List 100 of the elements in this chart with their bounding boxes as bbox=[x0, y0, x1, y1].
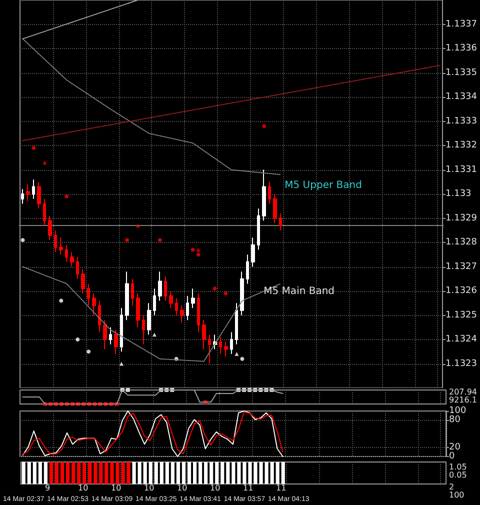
y-tick-label: 20 bbox=[449, 442, 461, 452]
candlestick bbox=[48, 215, 52, 241]
candlestick bbox=[70, 252, 74, 268]
candlestick bbox=[208, 334, 211, 364]
candlestick bbox=[136, 292, 140, 328]
y-tick-label: 1.1329 bbox=[446, 213, 478, 224]
point bbox=[32, 146, 36, 150]
point bbox=[234, 352, 239, 356]
y-tick-label: 1.1326 bbox=[446, 286, 478, 296]
y-tick-label: 1.1323 bbox=[446, 358, 478, 369]
point bbox=[212, 286, 217, 291]
candlestick bbox=[103, 320, 107, 350]
candlestick bbox=[32, 178, 35, 200]
candlestick bbox=[197, 292, 200, 333]
y-tick-label: 1.1325 bbox=[446, 310, 478, 320]
candlestick bbox=[87, 283, 90, 306]
candlestick bbox=[43, 198, 46, 226]
point bbox=[20, 238, 25, 242]
annotation: 10 bbox=[144, 484, 154, 492]
point bbox=[136, 224, 140, 228]
line-series bbox=[22, 266, 282, 362]
y-tick-label: 1.1331 bbox=[446, 164, 478, 175]
point bbox=[190, 248, 195, 252]
y-tick-label: 1.1327 bbox=[446, 262, 478, 272]
candlestick bbox=[26, 184, 30, 202]
candlestick bbox=[191, 288, 195, 308]
candlestick bbox=[147, 302, 151, 336]
series-label: M5 Main Band bbox=[264, 286, 335, 298]
y-tick-label: 1.1333 bbox=[446, 116, 478, 126]
candlestick bbox=[142, 314, 145, 345]
annotation: 10 bbox=[111, 484, 122, 492]
y-tick-label: 1.1332 bbox=[446, 140, 478, 150]
point bbox=[158, 238, 162, 242]
point bbox=[64, 194, 69, 198]
text: 207.94 bbox=[449, 388, 477, 396]
point bbox=[120, 362, 124, 366]
candlestick bbox=[76, 256, 79, 280]
candlestick bbox=[153, 288, 156, 316]
y-tick-label: 1.1328 bbox=[446, 238, 478, 248]
candlestick bbox=[81, 268, 85, 294]
point bbox=[125, 238, 129, 242]
point bbox=[240, 356, 244, 361]
candlestick bbox=[65, 244, 68, 262]
candlestick bbox=[98, 300, 101, 333]
y-tick-label: 100 bbox=[449, 406, 466, 416]
candlestick bbox=[279, 212, 282, 231]
candlestick bbox=[175, 298, 178, 316]
annotation: 10 bbox=[210, 484, 220, 492]
series-label: M5 Upper Band bbox=[284, 180, 362, 192]
y-tick-label: 0 bbox=[449, 452, 455, 462]
candlestick bbox=[262, 169, 266, 222]
candlestick bbox=[37, 181, 41, 210]
point bbox=[196, 252, 200, 257]
candlestick bbox=[251, 237, 255, 268]
candlestick bbox=[59, 237, 63, 256]
y-tick-label: 80 bbox=[449, 415, 461, 426]
y-tick-label: 1.1336 bbox=[446, 44, 478, 54]
candlestick bbox=[268, 181, 271, 204]
point bbox=[196, 248, 200, 252]
annotation: 9 bbox=[45, 484, 50, 492]
candlestick bbox=[235, 302, 238, 345]
y-tick-label: 1.1335 bbox=[446, 68, 478, 78]
candlestick bbox=[92, 292, 96, 316]
candlestick bbox=[180, 305, 184, 324]
candlestick bbox=[131, 278, 134, 306]
text: 0.05 bbox=[449, 470, 467, 480]
y-tick-label: 1.1334 bbox=[446, 92, 478, 102]
annotation: 10 bbox=[177, 484, 188, 492]
annotation: 11 bbox=[276, 484, 286, 492]
y-tick-label: 1.1324 bbox=[446, 334, 478, 344]
candlestick bbox=[125, 271, 129, 321]
text: 9216.1 bbox=[449, 396, 477, 404]
line-series bbox=[22, 38, 282, 176]
candlestick bbox=[224, 341, 228, 357]
candlestick bbox=[158, 271, 162, 302]
text: 2 bbox=[449, 482, 454, 492]
candlestick bbox=[202, 320, 206, 350]
candlestick bbox=[219, 336, 222, 355]
candlestick bbox=[186, 295, 189, 321]
candlestick bbox=[120, 307, 123, 352]
candlestick bbox=[114, 329, 118, 355]
point bbox=[76, 338, 80, 342]
point bbox=[59, 298, 64, 303]
candlestick bbox=[169, 290, 173, 308]
candlestick bbox=[54, 230, 57, 253]
point bbox=[224, 291, 228, 296]
candlestick bbox=[109, 326, 112, 345]
point bbox=[42, 160, 47, 164]
annotation: 11 bbox=[243, 484, 254, 492]
y-tick-label: 1.133 bbox=[446, 189, 472, 199]
candlestick bbox=[246, 254, 249, 284]
candlestick bbox=[230, 332, 233, 355]
candlestick bbox=[273, 194, 277, 224]
point bbox=[262, 124, 266, 128]
point bbox=[86, 350, 91, 354]
candlestick bbox=[240, 271, 244, 316]
y-tick-label: 1.1337 bbox=[446, 19, 478, 30]
candlestick bbox=[164, 276, 167, 302]
candlestick bbox=[257, 208, 260, 250]
text: 1.05 bbox=[449, 462, 467, 472]
